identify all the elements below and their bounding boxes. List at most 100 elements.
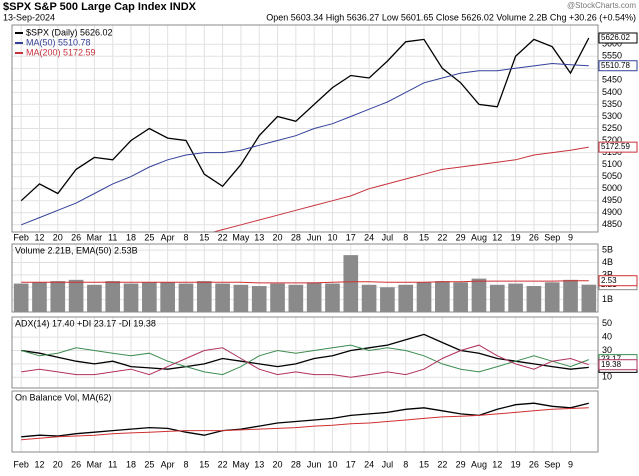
panel-title: Volume 2.21B, EMA(50) 2.53B (15, 245, 138, 255)
volume-bar (435, 281, 450, 312)
panel-frame (11, 316, 599, 389)
value-tag (598, 359, 638, 371)
volume-bar (196, 281, 212, 312)
series-line (21, 344, 589, 376)
volume-bar (178, 283, 194, 312)
volume-bar (87, 284, 102, 312)
x-tick-label: 18 (126, 232, 136, 242)
x-tick-label: 10 (327, 459, 337, 469)
x-tick-label: 8 (183, 459, 188, 469)
volume-bar (288, 284, 304, 312)
x-tick-label: 28 (291, 232, 301, 242)
x-tick-label: 24 (364, 232, 374, 242)
y-tick-label: 4950 (602, 195, 622, 205)
panel (12, 25, 598, 232)
y-tick-label: 5350 (602, 99, 622, 109)
x-tick-label: 8 (403, 232, 408, 242)
x-tick-label: 12 (492, 459, 502, 469)
x-tick-label: 26 (71, 232, 81, 242)
volume-bar (325, 283, 340, 312)
value-tag (598, 60, 638, 72)
x-tick-label: 19 (511, 232, 521, 242)
series-line (21, 280, 589, 284)
x-tick-label: 20 (273, 459, 283, 469)
y-tick-label: 1B (602, 294, 613, 304)
y-tick-label: 5300 (602, 111, 622, 121)
x-tick-label: Jun (307, 232, 322, 242)
value-tag-label: 5172.59 (601, 142, 630, 151)
x-tick-label: 12 (34, 459, 44, 469)
volume-bar (489, 284, 505, 312)
x-tick-label: 11 (108, 459, 117, 469)
volume-bar (361, 284, 377, 312)
x-tick-label: 25 (144, 459, 154, 469)
volume-bar (526, 286, 542, 312)
y-tick-label: 30 (602, 345, 612, 355)
x-tick-label: Mar (87, 459, 103, 469)
volume-bar (306, 282, 322, 312)
value-tag-label: 5510.78 (601, 61, 630, 70)
x-tick-label: Sep (544, 232, 560, 242)
x-tick-label: 13 (254, 459, 264, 469)
volume-bar (160, 282, 175, 312)
volume-bar (380, 287, 395, 312)
y-tick-label: 5050 (602, 171, 622, 181)
value-tag-label: 19.38 (601, 360, 622, 369)
x-tick-label: 25 (144, 232, 154, 242)
x-tick-label: 22 (218, 232, 228, 242)
x-tick-label: 26 (71, 459, 81, 469)
y-tick-label: 5200 (602, 135, 622, 145)
volume-bar (123, 283, 139, 312)
volume-bar (142, 282, 157, 312)
x-tick-label: 26 (529, 232, 539, 242)
volume-bar (343, 255, 359, 312)
x-tick-label: 20 (53, 232, 63, 242)
x-tick-label: 8 (183, 232, 188, 242)
series-line (20, 37, 590, 202)
x-tick-label: Feb (13, 459, 29, 469)
volume-bar (563, 279, 578, 312)
volume-bar (453, 282, 468, 312)
x-tick-label: 29 (456, 459, 466, 469)
x-tick-label: 12 (34, 232, 44, 242)
x-tick-label: 22 (437, 459, 447, 469)
x-tick-label: 12 (492, 232, 502, 242)
y-tick-label: 5B (602, 245, 613, 255)
x-tick-label: 11 (108, 232, 117, 242)
y-tick-label: 5450 (602, 75, 622, 85)
x-tick-label: 13 (254, 232, 264, 242)
x-tick-label: Jun (307, 459, 322, 469)
volume-bar (50, 281, 66, 312)
value-tag (598, 275, 638, 287)
x-tick-label: 15 (199, 232, 209, 242)
x-tick-label: 15 (419, 459, 429, 469)
y-tick-label: 5550 (602, 51, 622, 61)
x-tick-label: Feb (13, 232, 29, 242)
x-tick-label: 29 (456, 232, 466, 242)
volume-bar (508, 283, 523, 312)
panel-frame (11, 390, 599, 453)
chart-date: 13-Sep-2024 (3, 12, 55, 22)
y-tick-label: 50 (602, 318, 612, 328)
volume-bar (68, 279, 84, 312)
x-tick-label: 22 (437, 232, 447, 242)
x-tick-label: Aug (471, 459, 487, 469)
y-tick-label: 5600 (602, 39, 622, 49)
volume-bar (233, 284, 249, 312)
x-tick-label: 15 (419, 232, 429, 242)
volume-bar (270, 283, 285, 312)
value-tag-label: 5626.02 (601, 33, 630, 42)
value-tag (598, 32, 638, 44)
volume-bar (251, 286, 267, 312)
panel-title: ADX(14) 17.40 +DI 23.17 -DI 19.38 (15, 318, 156, 328)
x-tick-label: 26 (529, 459, 539, 469)
volume-bar (105, 281, 121, 312)
x-tick-label: 15 (199, 459, 209, 469)
y-tick-label: 4900 (602, 207, 622, 217)
panel (12, 244, 598, 312)
series-line (21, 402, 589, 438)
volume-bar (398, 284, 414, 312)
panel (12, 317, 598, 388)
chart-title: $SPX S&P 500 Large Cap Index INDX (3, 1, 197, 13)
